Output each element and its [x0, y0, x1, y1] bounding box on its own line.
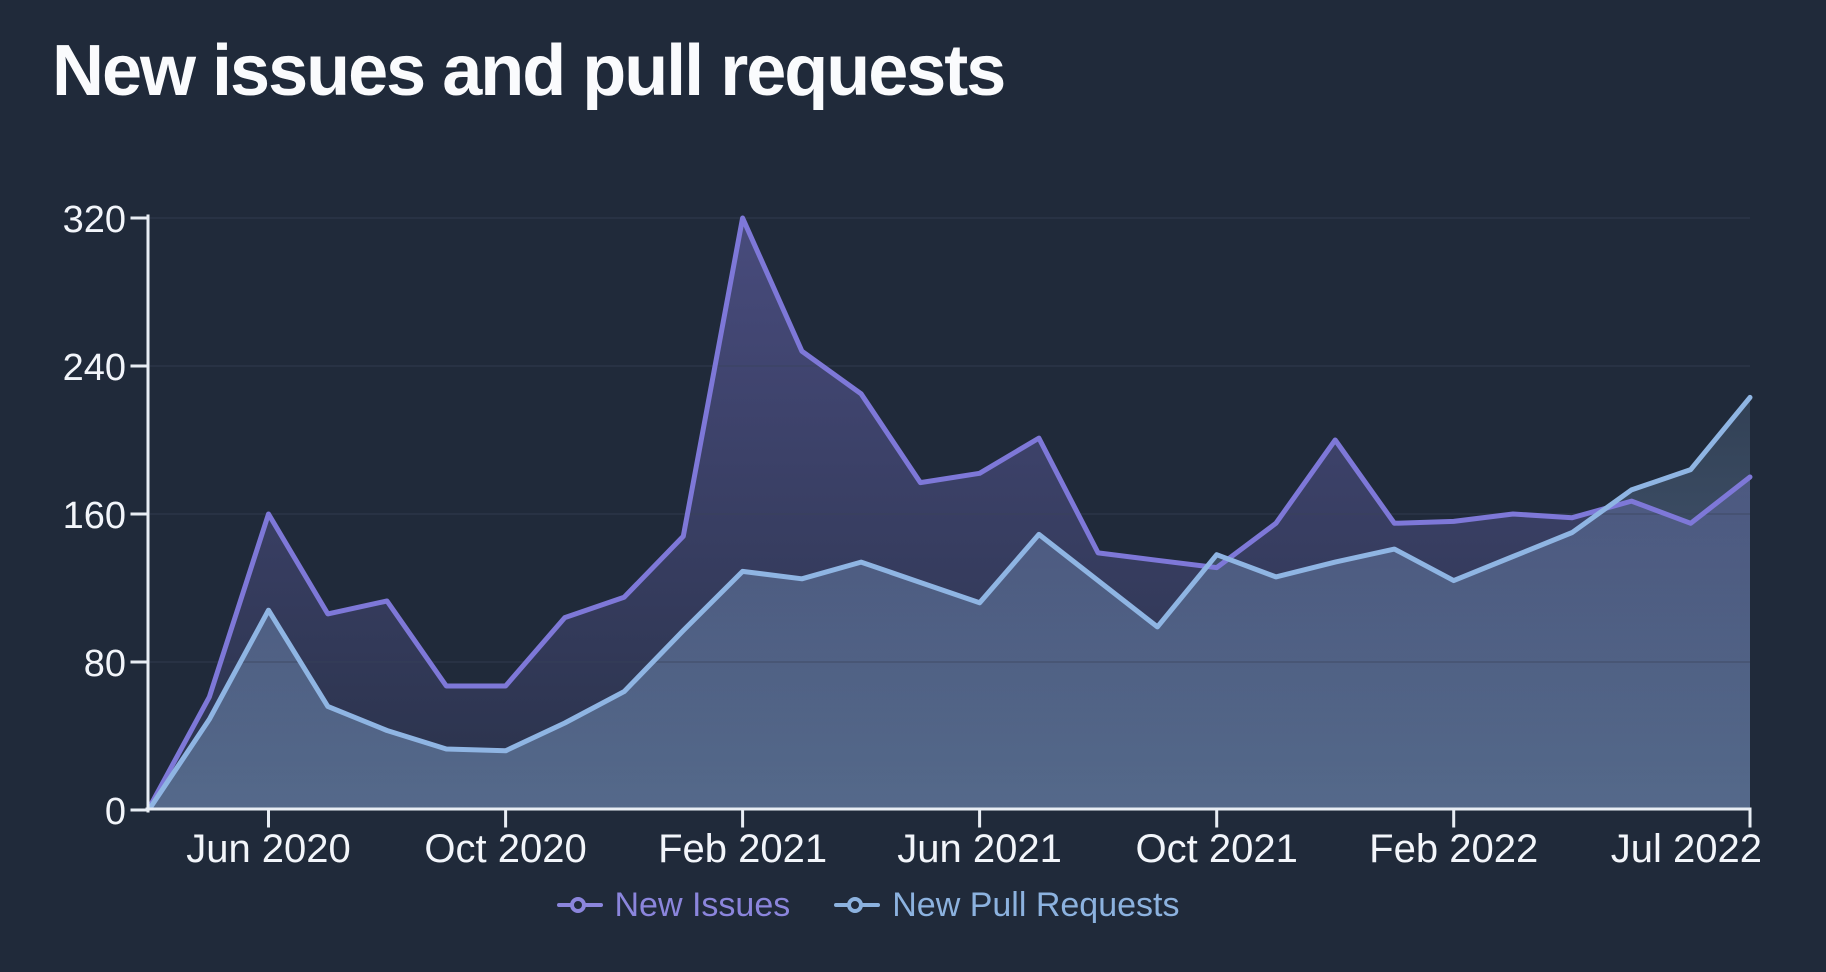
x-axis-label-jun-2021: Jun 2021	[897, 827, 1062, 871]
chart-title: New issues and pull requests	[52, 31, 1006, 111]
axes	[130, 214, 1752, 828]
axis-labels: 0 80 160 240 320 Jun 2020 Oct 2020 Feb 2021 Jun …	[63, 199, 1762, 871]
y-axis-label-240: 240	[63, 347, 126, 389]
legend-marker-icon	[556, 897, 603, 913]
legend-marker-icon	[834, 897, 881, 913]
legend-item-new-issues[interactable]: New Issues	[556, 886, 791, 924]
series-lines	[147, 215, 1753, 811]
x-axis-label-oct-2021: Oct 2021	[1136, 827, 1298, 871]
x-axis-label-jun-2020: Jun 2020	[186, 827, 351, 871]
y-axis-label-0: 0	[105, 791, 126, 833]
legend-label: New Pull Requests	[892, 886, 1180, 924]
x-axis-label-jul-2022: Jul 2022	[1611, 827, 1762, 871]
legend: New Issues New Pull Requests	[0, 888, 1781, 922]
gridlines	[150, 217, 1750, 663]
new-issues-line[interactable]	[147, 215, 1753, 809]
y-axis-label-80: 80	[84, 643, 126, 685]
x-axis-label-feb-2022: Feb 2022	[1369, 827, 1538, 871]
legend-item-new-pull-requests[interactable]: New Pull Requests	[834, 888, 1179, 922]
x-axis-label-oct-2020: Oct 2020	[424, 827, 586, 871]
legend-label: New Issues	[614, 886, 791, 924]
new-pull-requests-area	[150, 397, 1750, 810]
y-axis-label-160: 160	[63, 495, 126, 537]
new-pull-requests-line[interactable]	[147, 394, 1753, 811]
y-axis-label-320: 320	[63, 199, 126, 241]
x-axis-label-feb-2021: Feb 2021	[658, 827, 827, 871]
series-areas	[150, 218, 1750, 810]
